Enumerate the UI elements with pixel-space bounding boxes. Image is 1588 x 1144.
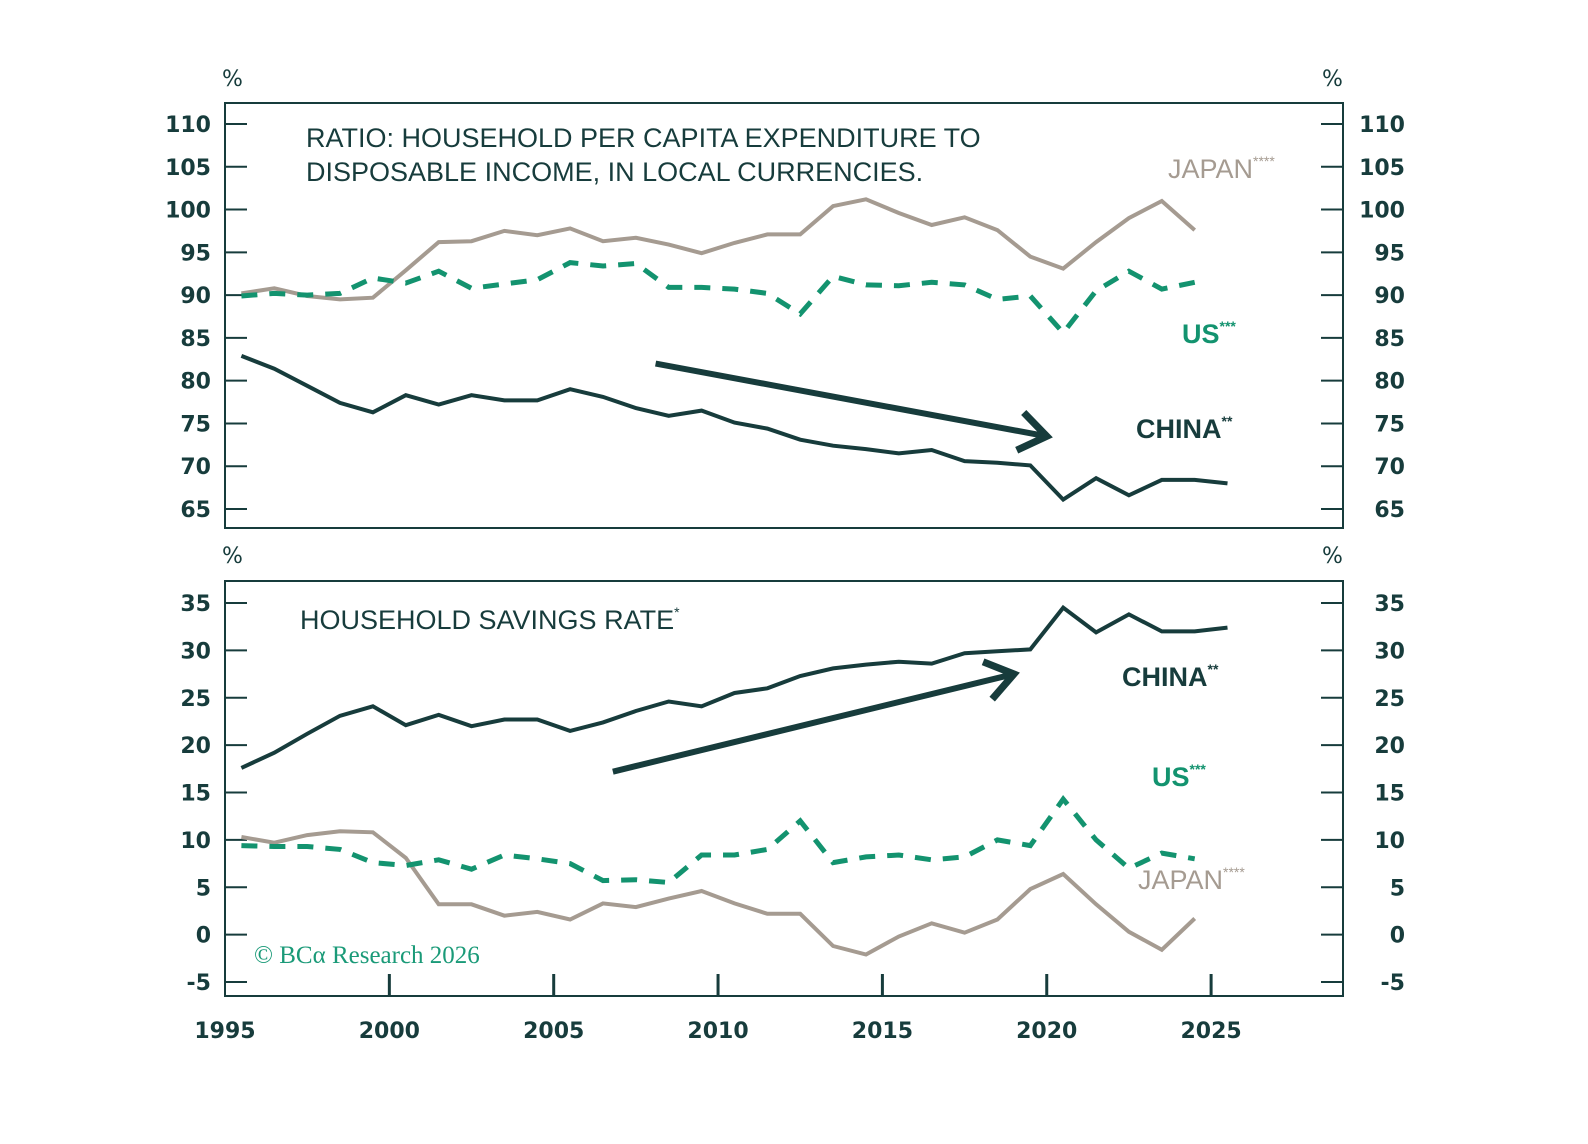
bottom-right-tick-label: 35 — [1374, 592, 1405, 617]
top-right-tick-label: 80 — [1374, 370, 1405, 395]
bottom-right-tick-label: -5 — [1381, 971, 1405, 996]
bottom-left-tick-label: 20 — [180, 734, 211, 759]
x-tick-label: 2005 — [523, 1019, 584, 1044]
top-panel-title-line2: DISPOSABLE INCOME, IN LOCAL CURRENCIES. — [306, 157, 923, 187]
bottom-china-label-text: CHINA — [1122, 662, 1208, 692]
x-tick-label: 2025 — [1180, 1019, 1241, 1044]
top-right-tick-label: 75 — [1374, 412, 1405, 437]
bottom-panel-title: HOUSEHOLD SAVINGS RATE* — [300, 604, 680, 635]
top-series-line-japan — [241, 197, 1197, 302]
top-series-line-china — [240, 354, 1228, 503]
top-panel: % % 65 65 70 70 75 75 80 80 85 85 90 90 95 95 100 100 10… — [165, 67, 1405, 529]
top-left-tick-label: 85 — [180, 327, 211, 352]
x-tick-label: 2000 — [359, 1019, 420, 1044]
bottom-panel-title-footnote: * — [674, 604, 680, 620]
bottom-china-label: CHINA** — [1122, 661, 1219, 692]
bottom-left-tick-label: 25 — [180, 687, 211, 712]
bottom-china-footnote: ** — [1208, 661, 1219, 677]
top-left-tick-label: 80 — [180, 370, 211, 395]
top-left-tick-label: 75 — [180, 412, 211, 437]
bottom-right-tick-label: 0 — [1390, 924, 1405, 949]
top-right-tick-label: 90 — [1374, 284, 1405, 309]
top-us-label-text: US — [1182, 319, 1220, 349]
top-right-tick-label: 65 — [1374, 498, 1405, 523]
top-japan-footnote: **** — [1253, 153, 1275, 169]
x-tick-label: 2010 — [687, 1019, 748, 1044]
top-panel-title-line1: RATIO: HOUSEHOLD PER CAPITA EXPENDITURE … — [306, 123, 981, 153]
top-china-label-text: CHINA — [1136, 414, 1222, 444]
bottom-right-tick-label: 5 — [1390, 876, 1405, 901]
top-china-footnote: ** — [1222, 413, 1233, 429]
top-right-tick-label: 95 — [1374, 241, 1405, 266]
top-left-tick-label: 100 — [165, 199, 211, 224]
bottom-y-ticks: -5 -5 0 0 5 5 10 10 15 15 20 20 25 25 30 30 35 35 — [180, 592, 1405, 996]
top-right-tick-label: 110 — [1359, 113, 1405, 138]
bottom-us-label-text: US — [1152, 762, 1190, 792]
bottom-right-unit-label: % — [1322, 544, 1343, 569]
top-china-label: CHINA** — [1136, 413, 1233, 444]
top-series-group — [240, 197, 1228, 503]
bottom-left-tick-label: 15 — [180, 782, 211, 807]
bottom-panel-frame — [224, 580, 1344, 997]
top-left-tick-label: 105 — [165, 156, 211, 181]
top-left-tick-label: 95 — [180, 241, 211, 266]
bottom-japan-label: JAPAN**** — [1138, 864, 1245, 895]
top-series-line-us — [241, 260, 1196, 337]
top-right-tick-label: 70 — [1374, 455, 1405, 480]
bottom-left-tick-label: 35 — [180, 592, 211, 617]
top-japan-label-text: JAPAN — [1168, 154, 1253, 184]
top-japan-label: JAPAN**** — [1168, 153, 1275, 184]
top-y-ticks: 65 65 70 70 75 75 80 80 85 85 90 90 95 95 100 100 105 105… — [165, 113, 1405, 523]
top-left-tick-label: 90 — [180, 284, 211, 309]
x-axis-ticks: 1995 2000 2005 2010 2015 2020 2025 — [194, 974, 1242, 1044]
bottom-left-tick-label: 30 — [180, 639, 211, 664]
bottom-left-unit-label: % — [222, 544, 243, 569]
top-left-unit-label: % — [222, 67, 243, 92]
top-us-label: US*** — [1182, 318, 1236, 349]
top-right-unit-label: % — [1322, 67, 1343, 92]
bottom-right-tick-label: 25 — [1374, 687, 1405, 712]
copyright-text: © BCα Research 2026 — [254, 942, 480, 969]
bottom-left-tick-label: 5 — [196, 876, 211, 901]
bottom-us-label: US*** — [1152, 761, 1206, 792]
x-tick-label: 2015 — [852, 1019, 913, 1044]
bottom-left-tick-label: -5 — [187, 971, 211, 996]
top-left-tick-label: 65 — [180, 498, 211, 523]
bottom-us-footnote: *** — [1190, 761, 1207, 777]
bottom-japan-footnote: **** — [1223, 864, 1245, 880]
top-us-footnote: *** — [1220, 318, 1237, 334]
bottom-right-tick-label: 30 — [1374, 639, 1405, 664]
top-left-tick-label: 70 — [180, 455, 211, 480]
top-right-tick-label: 105 — [1359, 156, 1405, 181]
bottom-trend-arrow — [612, 658, 1020, 775]
bottom-right-tick-label: 10 — [1374, 829, 1405, 854]
bottom-right-tick-label: 15 — [1374, 782, 1405, 807]
bottom-left-tick-label: 10 — [180, 829, 211, 854]
top-trend-arrow — [655, 360, 1053, 454]
top-left-tick-label: 110 — [165, 113, 211, 138]
bottom-panel-title-text: HOUSEHOLD SAVINGS RATE — [300, 605, 674, 635]
bottom-right-tick-label: 20 — [1374, 734, 1405, 759]
x-tick-label: 1995 — [194, 1019, 255, 1044]
top-right-tick-label: 100 — [1359, 199, 1405, 224]
bottom-japan-label-text: JAPAN — [1138, 865, 1223, 895]
x-tick-label: 2020 — [1016, 1019, 1077, 1044]
top-right-tick-label: 85 — [1374, 327, 1405, 352]
bottom-series-line-japan — [241, 829, 1197, 957]
bottom-series-group — [240, 604, 1228, 957]
bottom-left-tick-label: 0 — [196, 924, 211, 949]
bottom-series-line-china — [240, 604, 1228, 770]
top-panel-frame — [224, 102, 1344, 529]
